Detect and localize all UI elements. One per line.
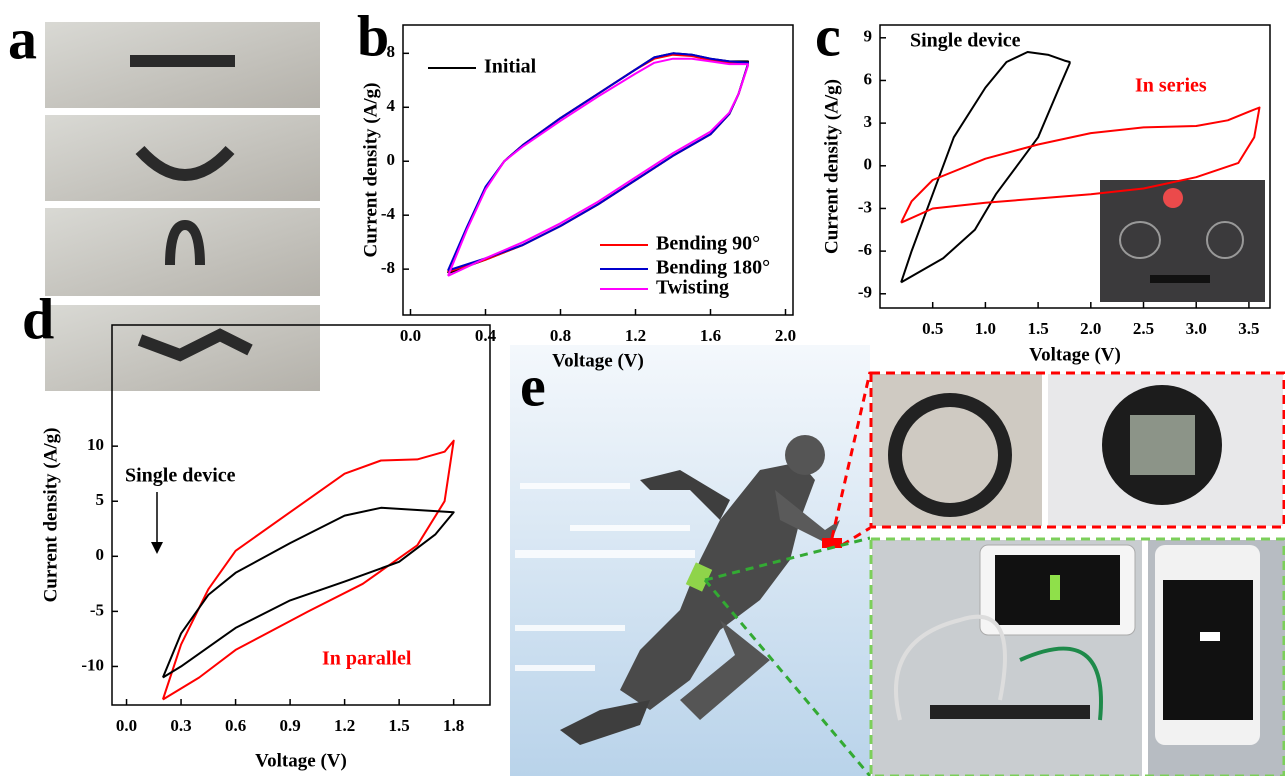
device-strip: [1150, 275, 1210, 283]
led: [1163, 188, 1183, 208]
page: {"panel_labels": ["a", "b", "c", "d", "e…: [0, 0, 1285, 776]
photos-panel-e: [871, 373, 1285, 776]
device-strip: [130, 55, 235, 67]
x-tick-label: 0.0: [116, 716, 137, 735]
y-axis-label: Current density (A/g): [40, 428, 61, 603]
y-tick-label: -4: [381, 204, 396, 223]
y-axis-label: Current density (A/g): [821, 79, 842, 254]
y-tick-label: -6: [858, 240, 872, 259]
panel-label: b: [357, 3, 389, 68]
speed-line: [520, 483, 630, 489]
x-tick-label: 1.2: [334, 716, 355, 735]
annotation: Single device: [910, 30, 1021, 52]
panel-label: c: [815, 3, 841, 68]
battery-icon: [1050, 575, 1060, 600]
photo-panel-a: [45, 22, 320, 391]
legend-label: Bending 180°: [656, 257, 770, 279]
chart: 0.0 0.3 0.6 0.9 1.2 1.5 1.8 -10 -5 0 5 10 Voltage (V…: [40, 325, 490, 771]
phone-screen: [1163, 580, 1253, 720]
y-tick-label: -8: [381, 258, 395, 277]
y-tick-label: 6: [864, 69, 873, 88]
x-tick-label: 3.5: [1238, 319, 1259, 338]
watch-screen: [1130, 415, 1195, 475]
inset-photo: [1100, 180, 1265, 302]
x-tick-label: 1.8: [443, 716, 464, 735]
y-tick-label: 0: [864, 155, 873, 174]
x-tick-label: 0.3: [170, 716, 191, 735]
x-axis-label: Voltage (V): [1029, 344, 1121, 365]
y-tick-label: 9: [864, 27, 873, 46]
x-tick-label: 1.5: [389, 716, 410, 735]
illustration-panel-e: [510, 345, 870, 776]
x-tick-label: 1.2: [625, 326, 646, 345]
y-tick-label: 0: [96, 545, 105, 564]
annotation: In parallel: [322, 648, 412, 670]
legend-label: Twisting: [656, 277, 729, 299]
speed-line: [515, 665, 595, 671]
y-tick-label: 4: [387, 96, 396, 115]
x-tick-label: 0.0: [400, 326, 421, 345]
x-tick-label: 0.5: [922, 319, 943, 338]
cv-curve: [901, 52, 1070, 282]
figure: a b c d e 0.0 0.4 0.8 1.2 1.6 2.0 -8 -4 0 4 8 Volta…: [0, 0, 1285, 776]
x-tick-label: 2.5: [1133, 319, 1154, 338]
y-tick-label: 10: [87, 435, 104, 454]
x-axis-label: Voltage (V): [552, 350, 644, 371]
y-tick-label: -10: [81, 655, 104, 674]
runner-head: [785, 435, 825, 475]
x-tick-label: 2.0: [1080, 319, 1101, 338]
y-tick-label: -3: [858, 197, 872, 216]
annotation: Single device: [125, 465, 236, 487]
speed-line: [515, 550, 695, 558]
speed-line: [515, 625, 625, 631]
y-tick-label: 0: [387, 150, 396, 169]
x-tick-label: 2.0: [775, 326, 796, 345]
y-tick-label: 3: [864, 112, 873, 131]
x-axis-label: Voltage (V): [255, 750, 347, 771]
x-tick-label: 1.6: [700, 326, 721, 345]
x-tick-label: 1.0: [975, 319, 996, 338]
photo: [45, 115, 320, 201]
legend-label: Initial: [484, 56, 537, 78]
x-tick-label: 0.6: [225, 716, 246, 735]
y-tick-label: 5: [96, 490, 105, 509]
x-tick-label: 1.5: [1027, 319, 1048, 338]
x-tick-label: 0.9: [279, 716, 300, 735]
x-tick-label: 0.4: [475, 326, 497, 345]
legend-label: Bending 90°: [656, 233, 760, 255]
chart: 0.0 0.4 0.8 1.2 1.6 2.0 -8 -4 0 4 8 Voltage (V) Curr…: [360, 25, 796, 371]
y-tick-label: -5: [90, 600, 104, 619]
speed-line: [570, 525, 690, 531]
y-axis-label: Current density (A/g): [360, 83, 381, 258]
y-tick-label: -9: [858, 283, 872, 302]
x-tick-label: 0.8: [550, 326, 571, 345]
panel-label: e: [520, 353, 546, 418]
device-strip: [930, 705, 1090, 719]
panel-label: d: [22, 286, 54, 351]
y-tick-label: 8: [387, 42, 396, 61]
panel-label: a: [8, 6, 37, 71]
battery-icon: [1200, 632, 1220, 641]
x-tick-label: 3.0: [1186, 319, 1207, 338]
annotation: In series: [1135, 75, 1207, 97]
